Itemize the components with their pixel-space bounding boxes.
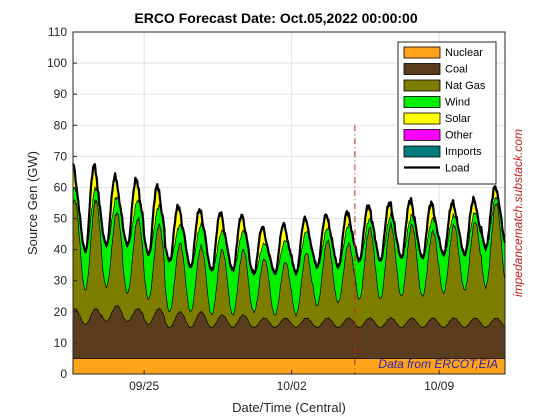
y-tick-label: 90: [54, 87, 68, 101]
legend-label-wind: Wind: [445, 97, 470, 109]
legend-swatch-nuclear: [403, 46, 441, 59]
legend: Nuclear Coal Nat Gas Wind Solar Other Imports L…: [397, 41, 497, 185]
legend-label-imports: Imports: [445, 146, 482, 158]
source-note: Data from ERCOT,EIA: [378, 357, 498, 371]
y-axis: 0 10 20 30 40 50 60 70 80 90 100 110: [47, 25, 77, 381]
legend-label-other: Other: [445, 130, 473, 142]
load-line: [71, 163, 507, 275]
x-tick-label: 09/25: [129, 379, 159, 393]
stacked-areas: [72, 163, 506, 375]
x-axis: 09/25 10/02 10/09: [129, 370, 454, 393]
legend-swatch-imports: [403, 145, 441, 158]
y-tick-label: 20: [54, 305, 68, 319]
y-tick-label: 10: [54, 336, 68, 350]
y-tick-label: 110: [48, 25, 67, 39]
legend-label-coal: Coal: [445, 64, 468, 76]
legend-label-load: Load: [445, 163, 469, 175]
x-axis-label: Date/Time (Central): [232, 400, 346, 415]
legend-label-solar: Solar: [445, 113, 471, 125]
y-tick-label: 40: [54, 243, 68, 257]
y-tick-label: 80: [54, 118, 68, 132]
y-tick-label: 50: [54, 212, 68, 226]
y-tick-label: 0: [60, 367, 67, 381]
legend-swatch-other: [403, 129, 441, 141]
legend-label-nat-gas: Nat Gas: [445, 80, 486, 92]
y-tick-label: 100: [47, 56, 67, 70]
plot-frame: [72, 31, 506, 375]
load-line-group: [71, 163, 507, 275]
y-axis-label: Source Gen (GW): [25, 151, 40, 255]
legend-label-nuclear: Nuclear: [445, 47, 483, 59]
legend-swatch-coal: [403, 63, 441, 75]
x-tick-label: 10/09: [424, 379, 454, 393]
legend-swatch-wind: [403, 96, 441, 108]
legend-swatch-nat-gas: [403, 79, 441, 92]
chart-title: ERCO Forecast Date: Oct.05,2022 00:00:00: [134, 10, 417, 26]
y-tick-label: 70: [54, 149, 68, 163]
y-tick-label: 30: [54, 274, 68, 288]
side-credit: impedancematch.substack.com: [511, 129, 525, 297]
legend-swatch-solar: [403, 112, 441, 125]
y-tick-label: 60: [54, 180, 68, 194]
x-tick-label: 10/02: [277, 379, 307, 393]
